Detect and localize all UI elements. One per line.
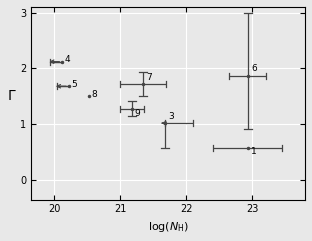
Text: 3: 3 xyxy=(168,112,174,121)
Text: 4: 4 xyxy=(65,55,71,65)
Text: 5: 5 xyxy=(71,80,77,89)
Text: 1: 1 xyxy=(251,147,257,155)
Text: 8: 8 xyxy=(91,90,97,99)
Text: 7: 7 xyxy=(146,73,152,82)
Text: 6: 6 xyxy=(251,64,257,74)
Y-axis label: $\Gamma$: $\Gamma$ xyxy=(7,89,17,103)
Text: 9: 9 xyxy=(135,108,140,118)
X-axis label: $\log(N_{\rm H})$: $\log(N_{\rm H})$ xyxy=(148,220,189,234)
